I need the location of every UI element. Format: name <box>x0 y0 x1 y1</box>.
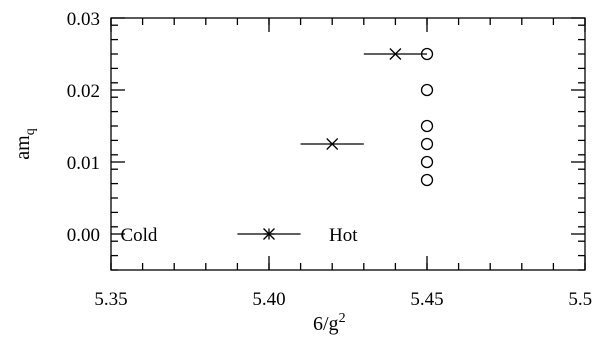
y-tick-label: 0.01 <box>67 153 100 174</box>
data-point-circle <box>420 173 434 187</box>
cross-stroke <box>389 48 402 60</box>
x-tick-label: 5.35 <box>94 289 127 310</box>
y-tick-label: 0.00 <box>67 225 100 246</box>
x-tick-label: 5.40 <box>252 289 285 310</box>
data-point-asterisk <box>263 228 275 240</box>
plot-frame <box>110 17 586 271</box>
data-point-cross <box>326 138 339 150</box>
annotation-cold: Cold <box>120 225 157 246</box>
annotations: Cold Hot <box>120 225 358 246</box>
x-axis-label: 6/g2 <box>313 311 346 335</box>
cross-stroke <box>326 138 339 150</box>
data-point-circle <box>420 119 434 133</box>
tick-labels: 5.35 5.40 5.45 5.50 0.00 0.01 0.02 0.03 <box>67 9 592 310</box>
data-point-circle <box>420 83 434 97</box>
annotation-hot: Hot <box>329 225 358 246</box>
y-axis-label: amq <box>12 128 38 159</box>
data-point-circle <box>420 155 434 169</box>
x-tick-label: 5.45 <box>410 289 443 310</box>
data-point-circle <box>420 137 434 151</box>
axis-ticks <box>110 17 586 271</box>
x-tick-label: 5.50 <box>568 289 592 310</box>
y-tick-label: 0.03 <box>67 9 100 30</box>
y-axis-label-group: amq <box>12 128 38 159</box>
y-tick-label: 0.02 <box>67 81 100 102</box>
data-marks <box>237 47 434 240</box>
data-point-cross <box>389 48 402 60</box>
